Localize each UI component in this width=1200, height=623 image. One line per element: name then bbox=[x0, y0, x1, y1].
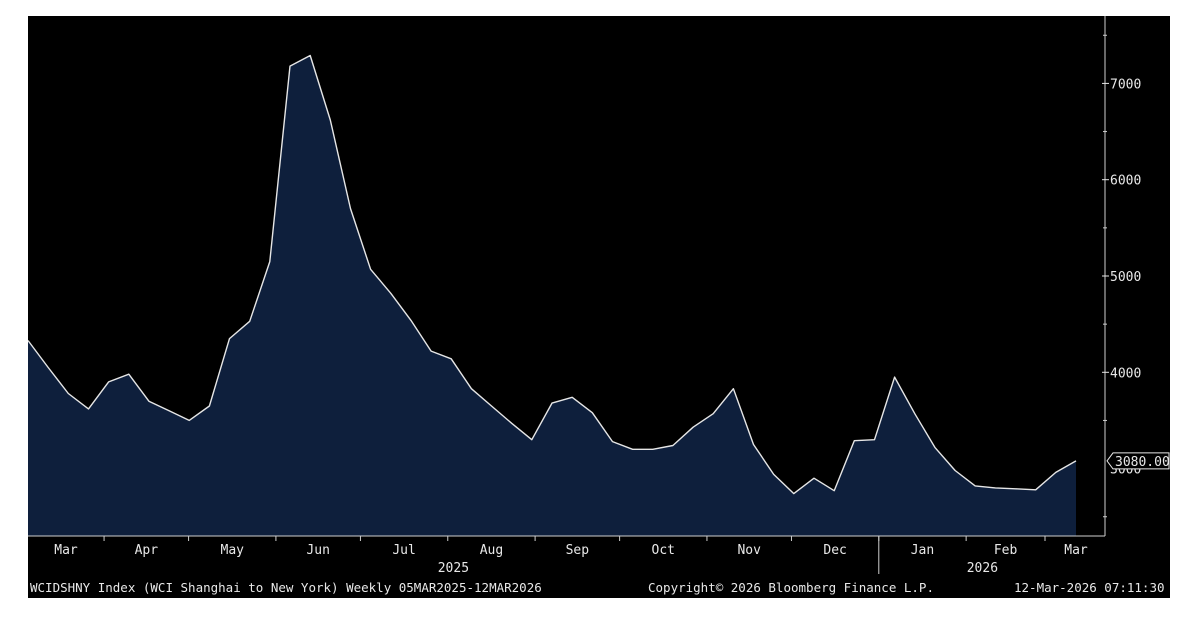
last-value-badge bbox=[1106, 452, 1170, 470]
x-tick-label: Jul bbox=[392, 543, 415, 558]
x-tick-label: Aug bbox=[480, 543, 503, 558]
x-year-label: 2025 bbox=[438, 561, 469, 576]
x-tick-label: Mar bbox=[1064, 543, 1088, 558]
y-tick-label: 7000 bbox=[1110, 77, 1141, 92]
x-tick-label: Oct bbox=[652, 543, 675, 558]
x-tick-label: Sep bbox=[566, 543, 590, 558]
x-tick-label: Feb bbox=[994, 543, 1018, 558]
x-tick-label: Apr bbox=[135, 543, 159, 558]
y-tick-label: 6000 bbox=[1110, 174, 1141, 189]
chart-frame: 4000 5000 6000 7000 3000 3080.00 Mar Apr May Jun J… bbox=[28, 16, 1170, 598]
index-description: WCIDSHNY Index (WCI Shanghai to New York… bbox=[30, 580, 542, 595]
timestamp: 12-Mar-2026 07:11:30 bbox=[1014, 580, 1165, 595]
copyright-text: Copyright© 2026 Bloomberg Finance L.P. bbox=[648, 580, 934, 595]
last-value-label: 3080.00 bbox=[1115, 455, 1170, 470]
series-line bbox=[28, 54, 1077, 495]
area-fill bbox=[28, 55, 1076, 536]
x-tick-label: Jan bbox=[911, 543, 934, 558]
y-tick-label: 5000 bbox=[1110, 270, 1141, 285]
x-tick-label: Mar bbox=[54, 543, 78, 558]
y-tick-label: 4000 bbox=[1110, 366, 1141, 381]
x-tick-label: Dec bbox=[823, 543, 846, 558]
x-tick-label: May bbox=[221, 543, 245, 558]
x-tick-label: Jun bbox=[306, 543, 329, 558]
x-tick-label: Nov bbox=[737, 543, 761, 558]
x-year-label: 2026 bbox=[967, 561, 998, 576]
